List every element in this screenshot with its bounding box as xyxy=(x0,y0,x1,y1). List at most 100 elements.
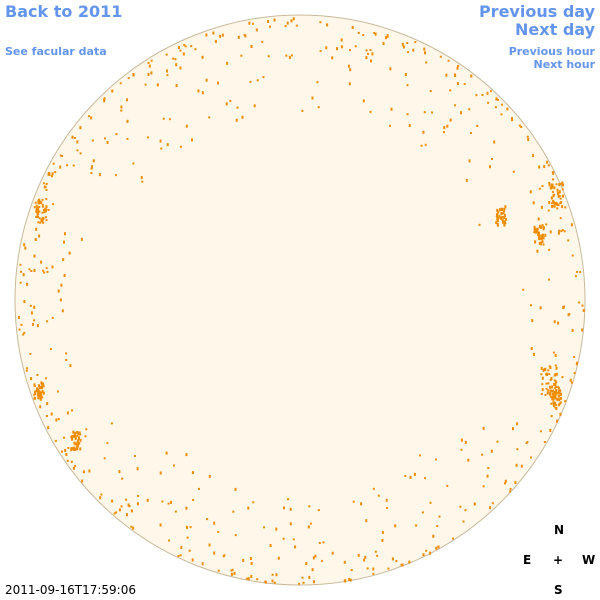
facula xyxy=(165,53,168,56)
facula xyxy=(540,392,543,395)
facula xyxy=(357,31,360,34)
facula xyxy=(365,519,368,523)
facula xyxy=(468,159,471,163)
facula xyxy=(404,474,407,477)
facula xyxy=(73,441,76,445)
facula xyxy=(540,237,543,241)
facula xyxy=(99,496,102,500)
next-hour-link[interactable]: Next hour xyxy=(533,58,596,71)
facula xyxy=(561,181,564,185)
facula xyxy=(549,395,552,398)
facula xyxy=(82,470,85,474)
facula xyxy=(551,185,554,189)
facula xyxy=(495,221,498,225)
facula xyxy=(35,209,38,213)
facula xyxy=(449,89,452,92)
facula xyxy=(554,383,557,387)
previous-hour-link[interactable]: Previous hour xyxy=(508,45,595,58)
facula xyxy=(22,273,25,277)
facula xyxy=(370,59,372,63)
facula xyxy=(37,212,40,215)
facular-link[interactable]: See facular data xyxy=(5,45,107,58)
facula xyxy=(532,201,535,205)
facula xyxy=(376,554,379,557)
facula xyxy=(226,61,229,65)
facula xyxy=(551,171,554,174)
facula xyxy=(127,77,130,80)
facula xyxy=(326,23,329,27)
facula xyxy=(548,278,551,281)
facula xyxy=(429,501,432,504)
facula xyxy=(183,44,186,47)
facula xyxy=(71,409,73,412)
facula xyxy=(33,206,36,209)
facula xyxy=(98,173,101,177)
facula xyxy=(180,546,183,550)
facula xyxy=(41,396,44,399)
facula xyxy=(33,393,36,396)
facula xyxy=(557,386,560,389)
facula xyxy=(439,55,442,58)
facula xyxy=(115,133,118,136)
facula xyxy=(552,178,554,181)
facula xyxy=(391,557,394,561)
facula xyxy=(496,218,499,221)
facula xyxy=(438,515,441,518)
facula xyxy=(54,439,57,442)
facula xyxy=(318,542,321,544)
facula xyxy=(241,115,244,119)
facula xyxy=(537,217,540,221)
facula xyxy=(59,298,62,302)
facula xyxy=(400,563,403,566)
facula xyxy=(201,562,204,566)
facula xyxy=(366,567,369,570)
facula xyxy=(125,498,128,501)
facula xyxy=(546,392,549,395)
facula xyxy=(132,73,135,76)
facula xyxy=(30,270,33,272)
facula xyxy=(67,447,70,449)
facula xyxy=(275,527,278,531)
facula xyxy=(550,415,553,418)
back-link[interactable]: Back to 2011 xyxy=(5,2,123,21)
facula xyxy=(567,239,570,242)
facula xyxy=(557,231,560,235)
facula xyxy=(520,126,523,128)
facula xyxy=(357,553,360,557)
facula xyxy=(489,165,491,169)
facula xyxy=(551,393,554,396)
facula xyxy=(535,230,538,233)
facula xyxy=(147,61,150,64)
facula xyxy=(493,140,496,144)
facula xyxy=(92,159,95,163)
facula xyxy=(498,208,501,212)
facula xyxy=(45,198,48,200)
facula xyxy=(79,126,82,130)
facula xyxy=(414,41,417,44)
next-day-link[interactable]: Next day xyxy=(515,20,595,39)
facula xyxy=(561,376,564,379)
facula xyxy=(533,231,536,233)
facula xyxy=(126,98,128,102)
facula xyxy=(553,379,556,382)
facula xyxy=(240,54,243,57)
previous-day-link[interactable]: Previous day xyxy=(478,2,595,21)
facula xyxy=(34,390,37,394)
facula xyxy=(256,79,259,82)
facula xyxy=(552,351,555,354)
facula xyxy=(516,422,519,426)
facula xyxy=(39,397,42,401)
facula xyxy=(559,412,562,416)
facula xyxy=(556,188,559,192)
facula xyxy=(243,34,246,37)
facula xyxy=(179,66,182,70)
facula xyxy=(506,107,509,111)
facula xyxy=(298,582,301,585)
facula xyxy=(319,50,322,53)
compass-south: S xyxy=(554,583,563,597)
facula xyxy=(413,472,416,476)
facula xyxy=(47,426,50,430)
facula xyxy=(168,118,171,121)
facula xyxy=(530,304,532,307)
